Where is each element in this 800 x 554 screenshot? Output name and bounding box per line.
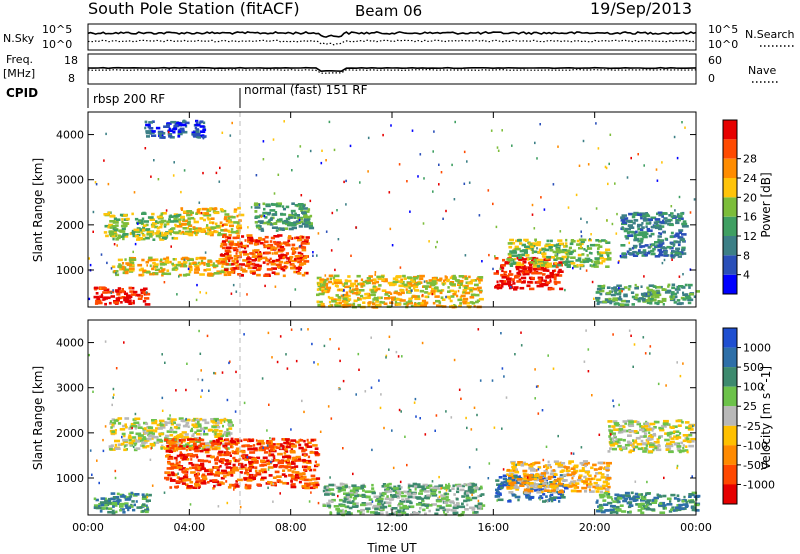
nsky-panel: N.Sky 10^5 10^0 10^5 10^0 N.Search <box>3 23 795 51</box>
freq-label: Freq. <box>6 53 33 66</box>
power-y-tick-label: 3000 <box>56 174 84 187</box>
freq-tick-8: 8 <box>68 72 75 85</box>
station-title: South Pole Station (fitACF) <box>88 0 300 18</box>
power-y-tick-label: 4000 <box>56 129 84 142</box>
cpid-segment-rbsp: rbsp 200 RF <box>93 92 165 106</box>
x-tick-label: 16:00 <box>477 521 509 534</box>
cpid-segment-normal: normal (fast) 151 RF <box>244 83 368 97</box>
power-colorbar-tick-label: 24 <box>743 172 757 185</box>
velocity-colorbar-tick-label: -100 <box>743 439 768 452</box>
power-colorbar-tick-label: 4 <box>743 269 750 282</box>
x-tick-label: 20:00 <box>579 521 611 534</box>
nave-label: Nave <box>748 64 776 77</box>
velocity-colorbar-tick-label: 500 <box>743 361 764 374</box>
nsky-tick-low: 10^0 <box>42 38 72 51</box>
velocity-y-axis-label: Slant Range [km] <box>31 366 45 470</box>
cpid-bar: CPID rbsp 200 RF normal (fast) 151 RF <box>6 83 368 108</box>
velocity-colorbar-label: Velocity [m s^-1] <box>759 366 773 470</box>
power-colorbar-label: Power [dB] <box>759 172 773 237</box>
power-colorbar-tick-label: 20 <box>743 191 757 204</box>
nsearch-label: N.Search <box>745 28 795 41</box>
nave-trace <box>87 69 697 74</box>
nave-tick-60: 60 <box>708 54 722 67</box>
nsearch-tick-low: 10^0 <box>708 38 738 51</box>
freq-trace <box>87 66 697 73</box>
velocity-colorbar-tick-label: -25 <box>743 420 761 433</box>
nsky-trace <box>87 30 697 38</box>
x-tick-label: 00:00 <box>72 521 104 534</box>
nsky-label: N.Sky <box>3 32 35 45</box>
freq-panel: Freq. [MHz] 18 8 60 0 Nave <box>3 53 780 85</box>
power-colorbar-tick-label: 28 <box>743 153 757 166</box>
nsky-tick-high: 10^5 <box>42 23 72 36</box>
velocity-y-tick-label: 1000 <box>56 472 84 485</box>
power-panel: 1000 2000 3000 4000 Slant Range [km] <box>31 111 700 309</box>
power-y-tick-label: 2000 <box>56 219 84 232</box>
freq-tick-18: 18 <box>64 54 78 67</box>
power-colorbar-tick-label: 16 <box>743 211 757 224</box>
power-colorbar-tick-label: 8 <box>743 249 750 262</box>
power-colorbar: 4 8 12 16 20 24 28 Power [dB] <box>722 119 773 295</box>
velocity-colorbar-tick-label: 100 <box>743 381 764 394</box>
power-y-tick-label: 1000 <box>56 264 84 277</box>
velocity-colorbar-tick-label: -1000 <box>743 478 775 491</box>
velocity-colorbar-tick-label: 1000 <box>743 342 771 355</box>
nsearch-trace <box>87 39 696 46</box>
velocity-y-tick-label: 4000 <box>56 337 84 350</box>
x-tick-label: 00:00 <box>680 521 712 534</box>
power-y-axis-label: Slant Range [km] <box>31 158 45 262</box>
velocity-echo-cells <box>88 328 701 517</box>
nsearch-tick-high: 10^5 <box>708 23 738 36</box>
cpid-label: CPID <box>6 86 38 100</box>
velocity-y-tick-label: 2000 <box>56 427 84 440</box>
nave-tick-0: 0 <box>708 72 715 85</box>
beam-label: Beam 06 <box>355 2 422 20</box>
velocity-colorbar-tick-label: -500 <box>743 459 768 472</box>
x-tick-label: 04:00 <box>173 521 205 534</box>
power-echo-cells <box>88 119 700 309</box>
velocity-panel: 1000 2000 3000 4000 00:00 04:00 08:00 12:00 16:0… <box>31 319 712 554</box>
velocity-y-tick-label: 3000 <box>56 382 84 395</box>
freq-unit-label: [MHz] <box>3 67 35 80</box>
velocity-colorbar-tick-label: 25 <box>743 400 757 413</box>
x-tick-label: 08:00 <box>275 521 307 534</box>
date-label: 19/Sep/2013 <box>590 0 692 18</box>
x-tick-label: 12:00 <box>376 521 408 534</box>
x-axis-label: Time UT <box>366 541 417 554</box>
velocity-colorbar: 1000 500 100 25 -25 -100 -500 -1000 Velocity [m… <box>722 327 775 505</box>
power-colorbar-tick-label: 12 <box>743 230 757 243</box>
